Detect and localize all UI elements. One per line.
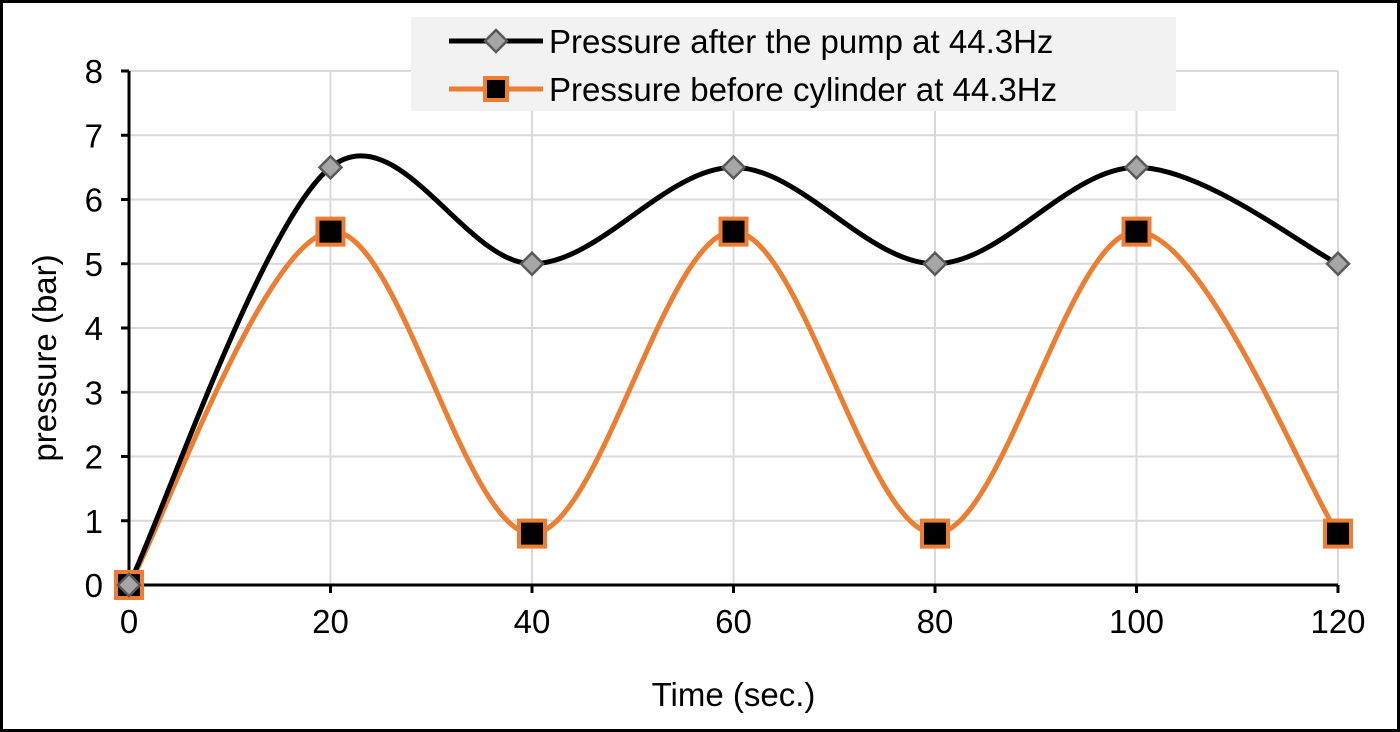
- data-point-pump: [519, 250, 545, 277]
- series-markers: [114, 154, 1353, 600]
- legend-label-cylinder: Pressure before cylinder at 44.3Hz: [549, 71, 1057, 108]
- data-point-cylinder: [920, 518, 950, 549]
- data-point-pump: [116, 572, 142, 598]
- x-axis-title: Time (sec.): [652, 676, 816, 713]
- data-point-pump: [1325, 250, 1351, 277]
- y-tick-label: 3: [85, 374, 103, 411]
- data-point-pump: [317, 154, 344, 181]
- x-tick-label: 20: [312, 603, 349, 640]
- legend-entry-pump: Pressure after the pump at 44.3Hz: [449, 23, 1053, 60]
- y-tick-label: 5: [85, 246, 103, 283]
- y-tick-label: 7: [85, 117, 103, 154]
- x-tick-label: 80: [917, 603, 954, 640]
- data-point-cylinder: [1121, 216, 1152, 247]
- x-tick-label: 120: [1310, 603, 1365, 640]
- legend-entry-cylinder: Pressure before cylinder at 44.3Hz: [449, 71, 1057, 108]
- legend-marker-square: [483, 76, 509, 102]
- legend-marker-diamond: [483, 28, 509, 54]
- x-tick-label: 40: [514, 603, 551, 640]
- x-tick-label: 0: [120, 603, 138, 640]
- y-tick-label: 4: [85, 310, 103, 347]
- y-tick-label: 2: [85, 439, 103, 476]
- y-tick-label: 1: [85, 503, 103, 540]
- gridlines: [129, 70, 1339, 585]
- y-tick-label: 6: [85, 182, 103, 219]
- x-tick-label: 100: [1109, 603, 1164, 640]
- legend-label-pump: Pressure after the pump at 44.3Hz: [549, 23, 1053, 60]
- data-point-cylinder: [1323, 518, 1353, 549]
- data-point-cylinder: [315, 216, 346, 247]
- x-tick-label: 60: [715, 603, 752, 640]
- axes: [121, 69, 1340, 593]
- data-point-pump: [1123, 154, 1150, 181]
- legend-background: [411, 17, 1176, 111]
- y-tick-labels: 0 1 2 3 4 5 6 7 8: [85, 53, 103, 604]
- legend: Pressure after the pump at 44.3Hz Pressu…: [411, 17, 1176, 111]
- data-point-pump: [922, 250, 948, 277]
- y-tick-label: 0: [85, 567, 103, 604]
- line-chart: 0 1 2 3 4 5 6 7 8 0 20 40 60 80 100 120 Time (sec.) pr…: [26, 17, 1366, 713]
- data-point-cylinder: [718, 216, 749, 247]
- y-axis-title: pressure (bar): [26, 254, 63, 461]
- data-point-cylinder: [517, 518, 547, 549]
- y-tick-label: 8: [85, 53, 103, 90]
- x-tick-labels: 0 20 40 60 80 100 120: [120, 603, 1366, 640]
- data-point-pump: [720, 154, 747, 181]
